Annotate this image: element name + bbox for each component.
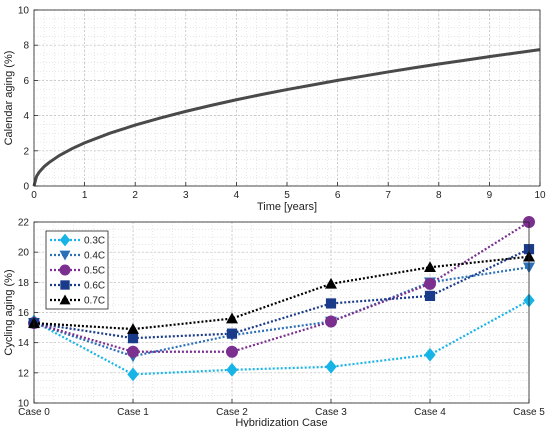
plot-frame — [33, 9, 541, 187]
diamond-marker — [325, 359, 337, 374]
triangle-up-marker — [59, 294, 71, 305]
square-marker — [325, 298, 337, 309]
circle-marker — [127, 345, 139, 358]
x-tick-label: 7 — [385, 190, 391, 201]
triangle-up-marker — [325, 277, 337, 289]
series-0.7C — [28, 250, 535, 334]
y-tick-label: 10 — [18, 6, 30, 17]
legend-box — [45, 230, 109, 310]
legend-label: 0.5C — [84, 266, 105, 277]
diamond-marker — [59, 233, 71, 247]
circle-marker — [424, 277, 436, 290]
series-line — [33, 221, 530, 353]
triangle-up-marker — [127, 323, 139, 334]
y-tick-label: 6 — [23, 76, 29, 87]
x-tick-label: 1 — [82, 190, 88, 201]
legend-label: 0.3C — [84, 236, 105, 247]
y-tick-label: 12 — [18, 368, 30, 379]
y-tick-label: 0 — [23, 182, 29, 193]
x-tick-label: 5 — [284, 190, 290, 201]
square-marker — [424, 290, 436, 302]
circle-marker — [59, 264, 71, 276]
calendar-aging-line — [32, 48, 541, 187]
square-marker — [127, 333, 139, 344]
y-tick-label: 22 — [18, 218, 30, 229]
x-tick-label: Case 0 — [18, 407, 50, 418]
y-tick-label: 16 — [18, 308, 30, 319]
x-tick-label: 4 — [234, 190, 240, 201]
y-axis-label: Cycling aging (%) — [3, 269, 15, 355]
legend-label: 0.7C — [84, 296, 105, 307]
x-tick-label: Case 4 — [414, 407, 446, 418]
series-line — [33, 255, 530, 331]
x-tick-label: 9 — [487, 190, 493, 201]
x-tick-label: 2 — [132, 190, 138, 201]
x-tick-label: 3 — [183, 190, 189, 201]
diamond-marker — [424, 347, 436, 362]
x-tick-label: 8 — [436, 190, 442, 201]
x-tick-label: 0 — [31, 190, 37, 201]
series-line — [33, 266, 530, 358]
diamond-marker — [127, 367, 139, 382]
square-marker — [60, 280, 70, 290]
legend: 0.3C 0.4C 0.5C 0.6C 0.7C — [45, 230, 109, 310]
diamond-marker — [226, 362, 238, 377]
x-tick-label: Case 3 — [315, 407, 347, 418]
y-tick-label: 18 — [18, 278, 30, 289]
series-line — [33, 248, 530, 340]
legend-label: 0.4C — [84, 251, 105, 262]
x-axis-label: Time [years] — [257, 201, 317, 213]
y-tick-label: 20 — [18, 248, 30, 259]
x-tick-label: 6 — [335, 190, 341, 201]
square-marker — [226, 328, 238, 339]
cycling-aging-chart: Case 0 Case 1 Case 2 Case 3 Case 4 Case 5 10 12… — [3, 216, 545, 427]
legend-label: 0.6C — [84, 281, 105, 292]
series-line — [33, 299, 530, 376]
plot-frame — [33, 221, 530, 404]
y-tick-label: 14 — [18, 338, 30, 349]
y-tick-label: 10 — [18, 399, 30, 410]
calendar-aging-chart: 0 1 2 3 4 5 6 7 8 9 10 0 2 4 6 8 10 Time [years] Calendar … — [3, 6, 546, 214]
y-tick-label: 8 — [23, 41, 29, 52]
x-axis-label: Hybridization Case — [235, 417, 327, 427]
x-tick-label: Case 1 — [117, 407, 149, 418]
x-tick-label: Case 2 — [216, 407, 248, 418]
circle-marker — [226, 345, 238, 358]
y-tick-label: 4 — [23, 111, 29, 122]
triangle-up-marker — [226, 312, 238, 324]
circle-marker — [325, 315, 337, 328]
y-axis-label: Calendar aging (%) — [3, 51, 15, 146]
y-tick-label: 2 — [23, 146, 29, 157]
triangle-up-marker — [424, 261, 436, 273]
x-tick-label: 10 — [534, 190, 546, 201]
triangle-down-marker — [59, 250, 71, 261]
x-tick-label: Case 5 — [513, 407, 545, 418]
